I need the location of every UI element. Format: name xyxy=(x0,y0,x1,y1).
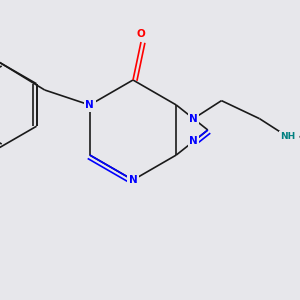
Text: O: O xyxy=(136,29,146,39)
Text: N: N xyxy=(85,100,94,110)
Text: NH: NH xyxy=(280,132,295,141)
Text: N: N xyxy=(189,114,198,124)
Text: N: N xyxy=(189,136,198,146)
Text: N: N xyxy=(129,175,137,185)
